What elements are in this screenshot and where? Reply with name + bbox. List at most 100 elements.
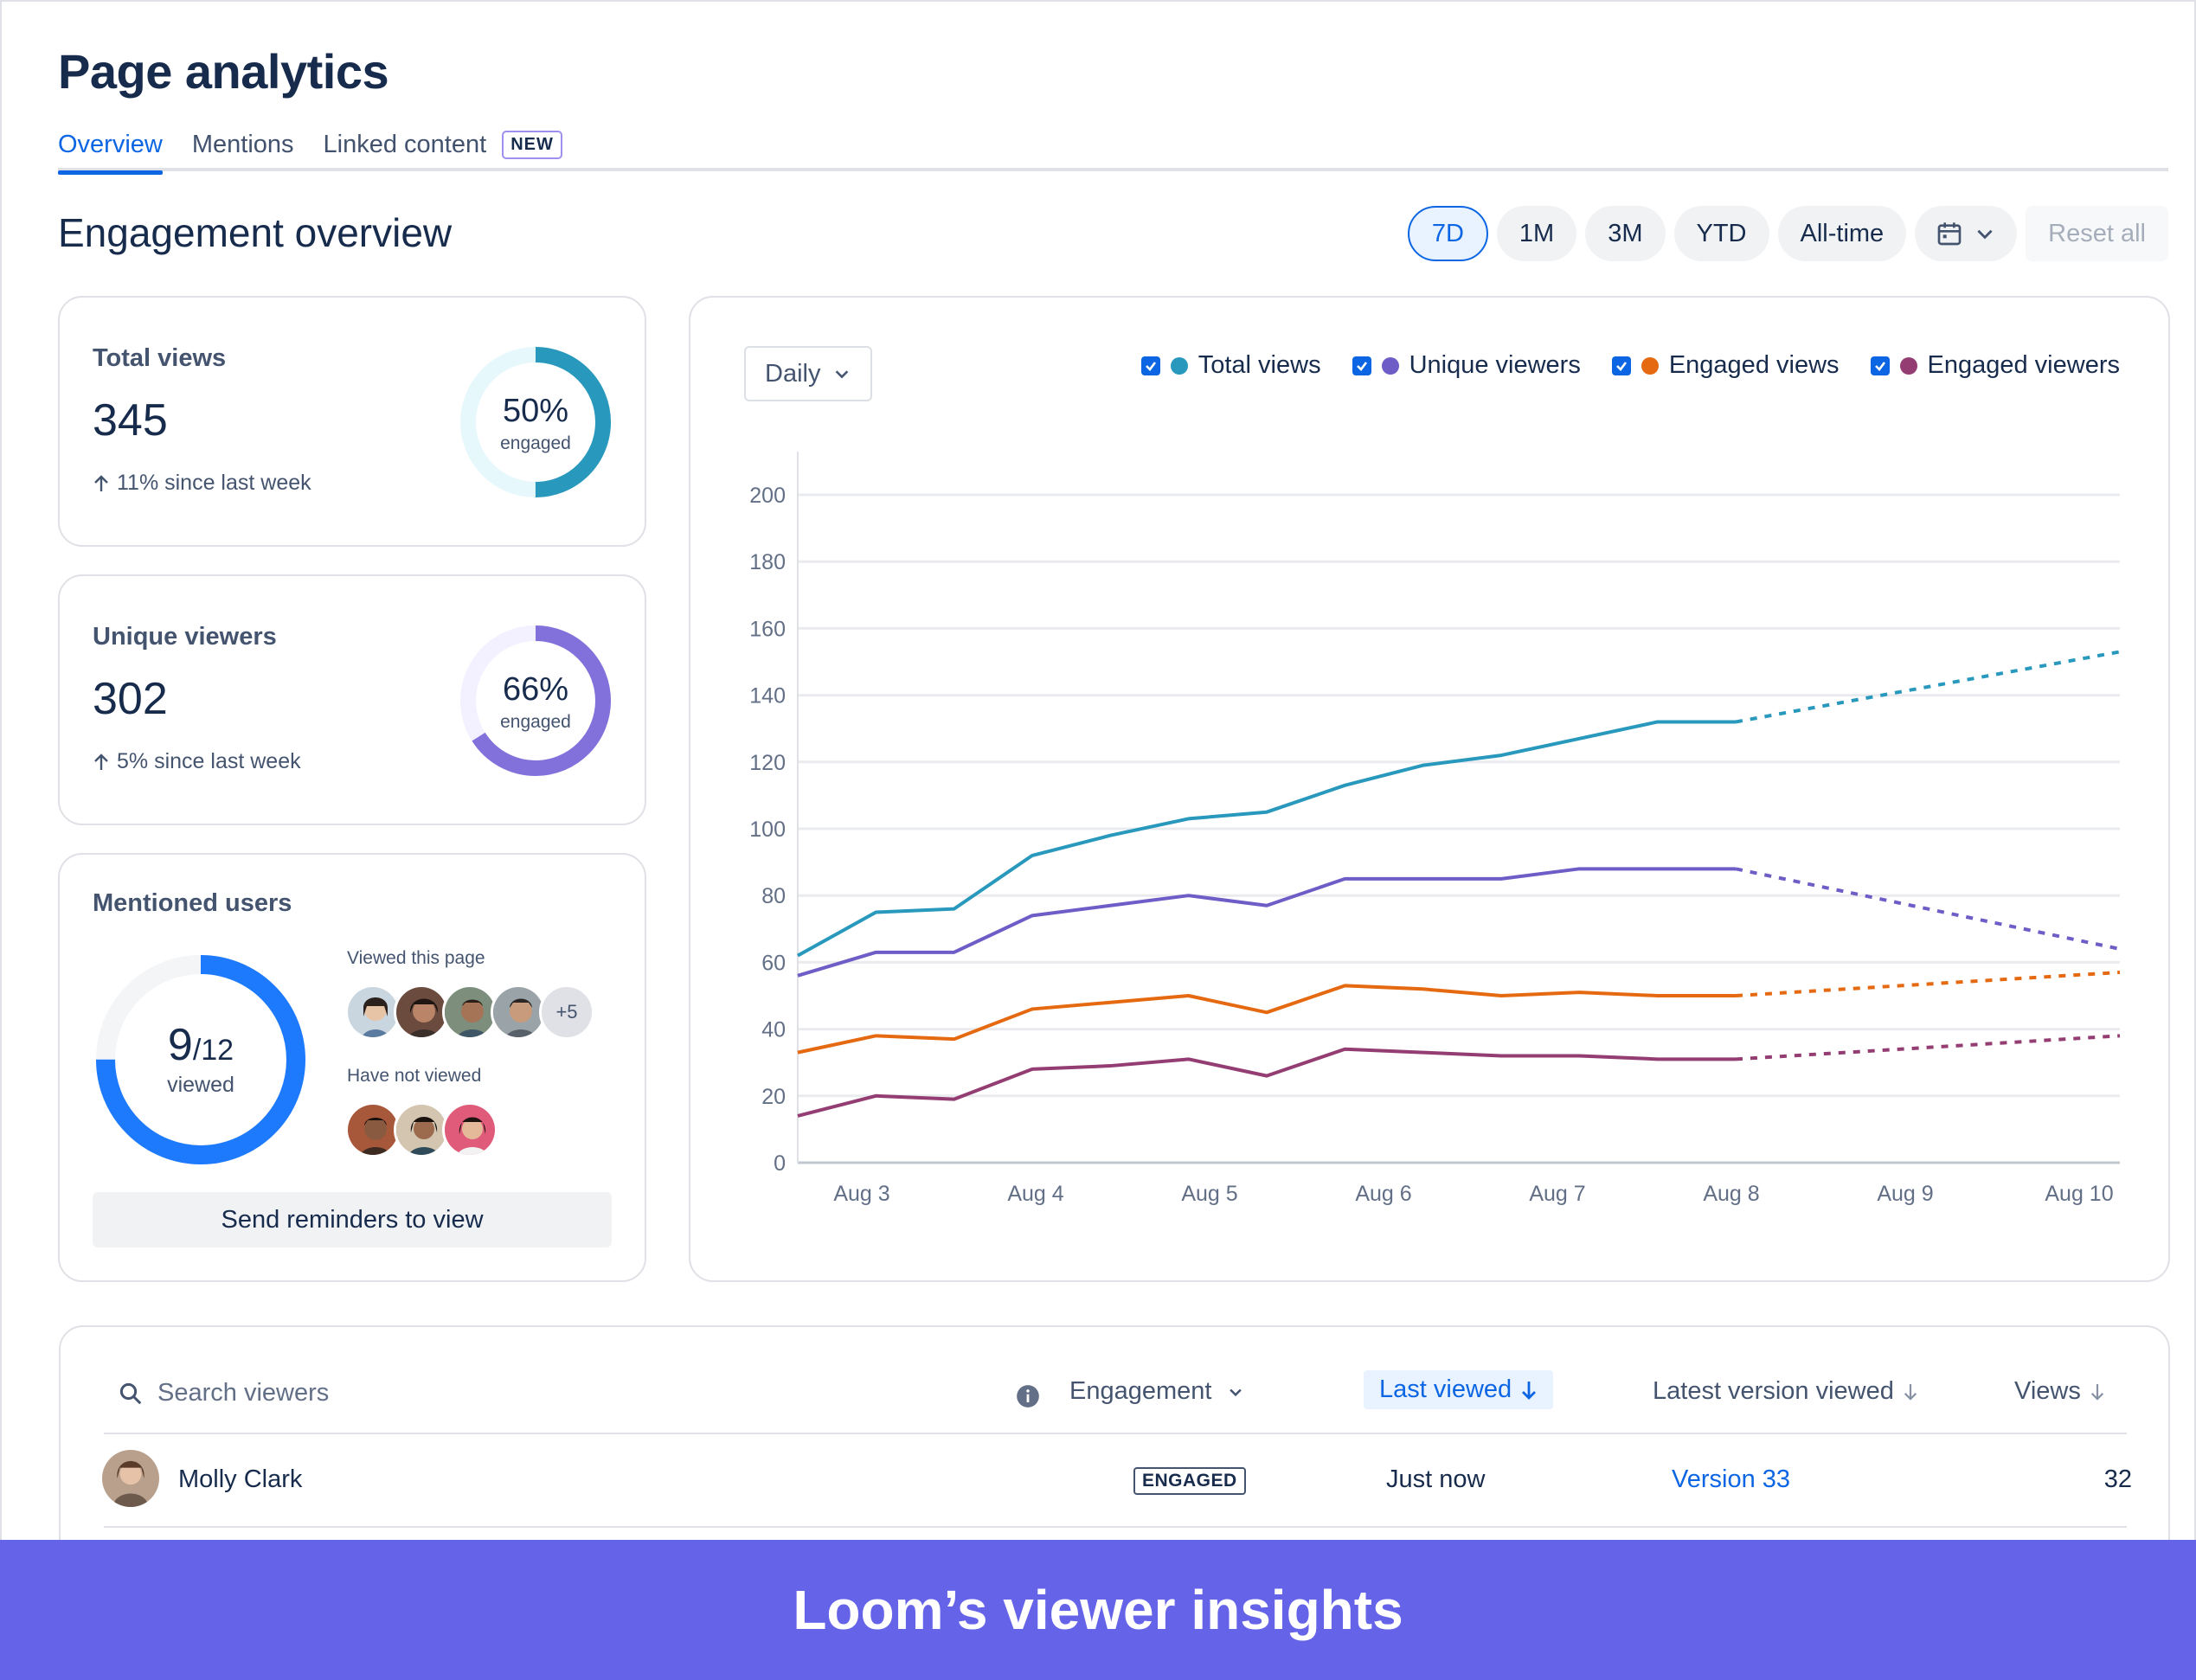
total-views-delta-text: 11% since last week [117,471,311,495]
have-not-viewed-label: Have not viewed [347,1066,482,1086]
viewers-table-card: Search viewers Engagement Last viewed La… [59,1325,2170,1540]
unique-viewers-delta-text: 5% since last week [117,749,301,773]
tab-mentions[interactable]: Mentions [192,123,294,171]
y-tick-label: 0 [774,1151,786,1176]
arrow-down-icon [1904,1383,1917,1401]
legend-label: Engaged views [1668,351,1840,379]
series-projection-line [1735,650,2121,724]
date-picker-button[interactable] [1915,206,2018,261]
total-views-pct: 50% [502,393,569,429]
range-all-time-button[interactable]: All-time [1777,206,1907,261]
mentioned-total-count: /12 [192,1034,234,1067]
legend-label: Unique viewers [1409,351,1581,379]
tab-linked-content[interactable]: Linked content NEW [324,123,562,171]
more-viewers-count[interactable]: +5 [539,984,594,1040]
tab-mentions-label: Mentions [191,130,294,158]
unique-viewers-pct-sub: engaged [500,712,571,732]
legend-engaged-views[interactable]: Engaged views [1611,351,1840,380]
legend-dot [1170,356,1188,375]
unique-viewers-delta: 5% since last week [93,749,301,774]
tab-bar: Overview Mentions Linked content NEW [58,123,2168,175]
x-tick-label: Aug 5 [1181,1182,1237,1206]
x-tick-label: Aug 6 [1355,1182,1411,1206]
y-tick-label: 140 [749,684,786,709]
unique-viewers-card: Unique viewers 302 5% since last week 66… [58,574,646,825]
avatar[interactable] [442,984,498,1040]
y-tick-label: 40 [761,1018,786,1042]
series-projection-line [1735,867,2121,951]
y-tick-label: 180 [749,550,786,574]
range-7d-button[interactable]: 7D [1407,206,1488,261]
mentioned-viewed-count: 9 [167,1020,193,1070]
unique-viewers-value: 302 [93,674,168,724]
checkbox-icon[interactable] [1352,356,1371,375]
version-link[interactable]: Version 33 [1672,1465,1791,1493]
legend-dot [1899,356,1917,375]
engagement-column-header[interactable]: Engagement [1069,1377,1244,1406]
search-viewers[interactable]: Search viewers [118,1379,329,1407]
mentioned-viewed-sub: viewed [167,1073,234,1097]
arrow-down-icon [2090,1383,2103,1401]
tab-overview-label: Overview [58,130,163,158]
legend-label: Total views [1198,351,1321,379]
chevron-down-icon [1977,229,1993,240]
table-divider [104,1526,2127,1528]
series-projection-line [1735,1034,2121,1061]
legend-engaged-viewers[interactable]: Engaged viewers [1870,351,2120,380]
unique-viewers-ring-label: 66% engaged [458,671,613,733]
engagement-header-label: Engagement [1069,1377,1212,1405]
range-3m-button[interactable]: 3M [1585,206,1666,261]
total-views-label: Total views [93,344,227,372]
last-viewed-column-header[interactable]: Last viewed [1364,1370,1554,1409]
series-line [797,984,1736,1055]
legend-label: Engaged viewers [1927,351,2120,379]
avatar[interactable] [345,984,401,1040]
latest-version-header-label: Latest version viewed [1653,1377,1894,1405]
table-row[interactable]: Molly Clark ENGAGED Just now Version 33 … [102,1434,2132,1528]
checkbox-icon[interactable] [1870,356,1890,375]
tab-overview[interactable]: Overview [58,123,163,175]
engagement-chart-card: Daily Total views Unique viewers Engaged… [689,296,2170,1282]
page-analytics-panel: Page analytics Overview Mentions Linked … [0,0,2196,1540]
total-views-delta: 11% since last week [93,471,311,496]
range-1m-button[interactable]: 1M [1496,206,1577,261]
avatar[interactable] [491,984,546,1040]
page-title: Page analytics [58,44,389,99]
checkbox-icon[interactable] [1140,356,1160,375]
new-badge: NEW [502,130,562,159]
avatar[interactable] [394,984,449,1040]
avatar[interactable] [394,1102,449,1157]
avatar[interactable] [345,1102,401,1157]
x-tick-label: Aug 9 [1877,1182,1933,1206]
legend-dot [1381,356,1399,375]
series-line [797,867,1736,978]
views-header-label: Views [2014,1377,2081,1405]
views-column-header[interactable]: Views [2014,1377,2105,1406]
interval-select[interactable]: Daily [744,346,873,401]
reset-all-button[interactable]: Reset all [2026,206,2168,261]
arrow-up-icon [94,753,108,770]
line-chart: 0 20 40 60 80 100 120 140 160 180 200 Aug 3 Aug 4 Aug… [749,452,2121,1206]
unique-viewers-engaged-ring [460,625,611,776]
total-views-engaged-ring [460,347,611,497]
mentioned-ring-label: 9/12 viewed [93,1019,309,1098]
engagement-overview-title: Engagement overview [58,210,453,255]
tab-linked-content-label: Linked content [323,130,487,158]
search-icon [119,1382,142,1404]
series-projection-line [1735,970,2121,997]
caption-banner: Loom’s viewer insights [0,1540,2196,1680]
legend-unique-viewers[interactable]: Unique viewers [1352,351,1581,380]
series-line [797,720,1736,958]
send-reminders-button[interactable]: Send reminders to view [93,1192,612,1247]
y-tick-label: 100 [749,818,786,842]
total-views-pct-sub: engaged [500,433,571,453]
legend-dot [1641,356,1659,375]
latest-version-column-header[interactable]: Latest version viewed [1653,1377,1918,1406]
avatar[interactable] [442,1102,498,1157]
viewed-this-page-label: Viewed this page [347,948,485,968]
info-icon[interactable] [1016,1384,1040,1408]
range-ytd-button[interactable]: YTD [1673,206,1769,261]
checkbox-icon[interactable] [1611,356,1631,375]
legend-total-views[interactable]: Total views [1140,351,1321,380]
search-input[interactable]: Search viewers [157,1379,330,1407]
